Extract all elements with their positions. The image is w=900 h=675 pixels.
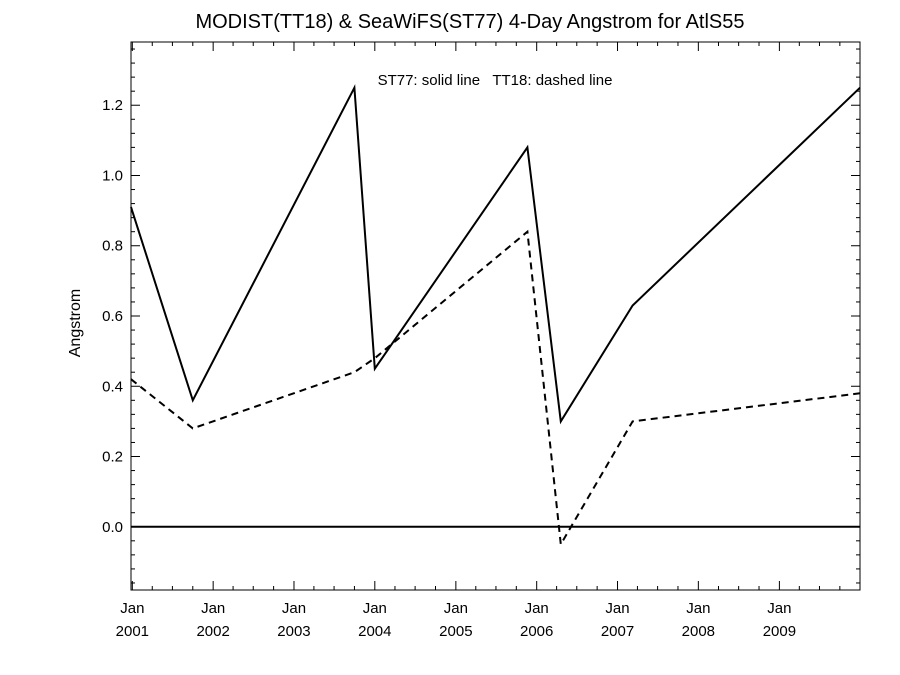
x-tick-label-month: Jan	[767, 600, 791, 617]
y-tick-label: 1.2	[102, 97, 123, 114]
y-tick-labels: 0.0 0.2 0.4 0.6 0.8 1.0 1.2	[102, 97, 123, 536]
series-line-st77-solid	[130, 84, 861, 425]
series-lines	[130, 84, 861, 548]
y-tick-label: 0.6	[102, 308, 123, 325]
x-tick-label-month: Jan	[605, 600, 629, 617]
x-tick-label-month: Jan	[363, 600, 387, 617]
y-tick-label: 0.4	[102, 378, 123, 395]
plot-frame	[130, 41, 861, 591]
x-tick-labels: Jan 2001 Jan 2002 Jan 2003 Jan 2004 Jan 2005 Jan 20…	[116, 600, 796, 640]
x-tick-label-year: 2008	[682, 623, 715, 640]
x-tick-label-month: Jan	[120, 600, 144, 617]
x-tick-label-month: Jan	[444, 600, 468, 617]
line-style-annotation: ST77: solid line TT18: dashed line	[378, 72, 613, 89]
x-tick-label-month: Jan	[525, 600, 549, 617]
x-tick-label-year: 2002	[196, 623, 229, 640]
x-tick-label-year: 2005	[439, 623, 472, 640]
x-tick-label-year: 2004	[358, 623, 391, 640]
y-tick-label: 1.0	[102, 167, 123, 184]
x-tick-label-year: 2007	[601, 623, 634, 640]
x-tick-label-month: Jan	[686, 600, 710, 617]
x-tick-label-year: 2001	[116, 623, 149, 640]
x-tick-label-month: Jan	[282, 600, 306, 617]
y-tick-label: 0.8	[102, 238, 123, 255]
y-tick-label: 0.0	[102, 519, 123, 536]
x-tick-label-year: 2009	[763, 623, 796, 640]
chart-title: MODIST(TT18) & SeaWiFS(ST77) 4-Day Angst…	[195, 11, 744, 33]
series-line-tt18-dashed	[130, 229, 861, 548]
tick-marks	[131, 42, 860, 590]
y-tick-label: 0.2	[102, 449, 123, 466]
x-tick-label-year: 2003	[277, 623, 310, 640]
x-tick-label-year: 2006	[520, 623, 553, 640]
x-tick-label-month: Jan	[201, 600, 225, 617]
y-axis-label: Angstrom	[67, 289, 84, 357]
